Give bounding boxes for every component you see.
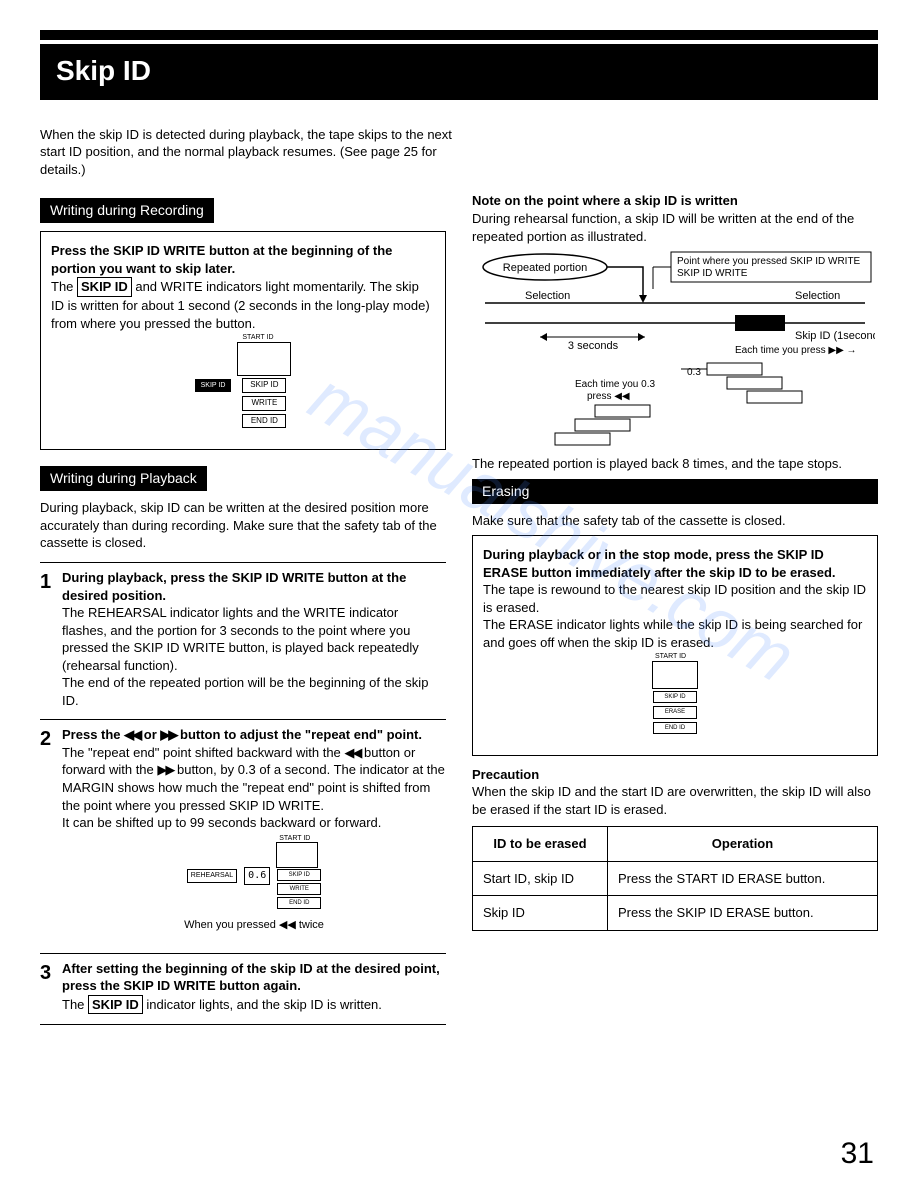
page-number: 31 xyxy=(841,1134,874,1175)
table-h1: ID to be erased xyxy=(473,827,608,862)
step-2: 2 Press the ◀◀ or ▶▶ button to adjust th… xyxy=(40,719,446,942)
step-1-head: During playback, press the SKIP ID WRITE… xyxy=(62,569,446,604)
startid-box: START ID xyxy=(237,342,291,376)
top-bar xyxy=(40,30,878,40)
erase-box-head: During playback or in the stop mode, pre… xyxy=(483,546,867,581)
ff-icon-2: ▶▶ xyxy=(157,762,173,777)
write-led-2: WRITE xyxy=(277,883,321,895)
step-2-body: The "repeat end" point shifted backward … xyxy=(62,744,446,832)
skipid-frame: SKIP ID xyxy=(77,277,132,297)
recording-box-head: Press the SKIP ID WRITE button at the be… xyxy=(51,242,435,277)
section-writing-playback: Writing during Playback xyxy=(40,466,207,491)
playback-intro: During playback, skip ID can be written … xyxy=(40,499,446,552)
step-1-body: The REHEARSAL indicator lights and the W… xyxy=(62,604,446,709)
startid-box-2: START ID xyxy=(276,842,318,868)
intro-text: When the skip ID is detected during play… xyxy=(40,126,460,179)
right-column: Note on the point where a skip ID is wri… xyxy=(472,192,878,1031)
svg-text:3 seconds: 3 seconds xyxy=(568,340,619,352)
step-3-head: After setting the beginning of the skip … xyxy=(62,960,446,995)
svg-text:Repeated portion: Repeated portion xyxy=(503,262,587,274)
rew-icon-2: ◀◀ xyxy=(344,745,360,760)
svg-text:SKIP ID WRITE: SKIP ID WRITE xyxy=(677,268,748,279)
table-r1c2: Press the START ID ERASE button. xyxy=(608,861,878,896)
svg-text:Each time you press ▶▶ →: Each time you press ▶▶ → xyxy=(735,345,857,356)
skipid-frame-2: SKIP ID xyxy=(88,995,143,1015)
table-r2c1: Skip ID xyxy=(473,896,608,931)
bottom-rule xyxy=(40,1024,446,1025)
erase-box: During playback or in the stop mode, pre… xyxy=(472,535,878,756)
table-r2c2: Press the SKIP ID ERASE button. xyxy=(608,896,878,931)
step-2-num: 2 xyxy=(40,726,62,942)
note-caption: The repeated portion is played back 8 ti… xyxy=(472,455,878,473)
note-body: During rehearsal function, a skip ID wil… xyxy=(472,210,878,245)
svg-text:press ◀◀: press ◀◀ xyxy=(587,391,630,402)
skipid-led-2: SKIP ID xyxy=(277,869,321,881)
timing-diagram: Repeated portion Point where you pressed… xyxy=(475,249,875,449)
erase-led: ERASE xyxy=(653,706,697,718)
note-head: Note on the point where a skip ID is wri… xyxy=(472,192,878,210)
skipid-led-3: SKIP ID xyxy=(653,691,697,703)
svg-text:Skip ID (1second): Skip ID (1second) xyxy=(795,330,875,342)
erase-diagram: START ID SKIP ID ERASE END ID xyxy=(483,661,867,734)
precaution-head: Precaution xyxy=(472,766,878,784)
step-3-body: The SKIP ID indicator lights, and the sk… xyxy=(62,995,446,1015)
erase-intro: Make sure that the safety tab of the cas… xyxy=(472,512,878,530)
endid-led-2: END ID xyxy=(277,897,321,909)
ff-icon: ▶▶ xyxy=(160,727,176,742)
left-column: Writing during Recording Press the SKIP … xyxy=(40,192,446,1031)
skipid-black-box: SKIP ID xyxy=(195,379,232,392)
table-h2: Operation xyxy=(608,827,878,862)
page-title: Skip ID xyxy=(40,44,878,100)
step-2-diagram: REHEARSAL 0.6 START ID SKIP ID WRITE END… xyxy=(62,842,446,933)
section-erasing: Erasing xyxy=(472,479,878,504)
recording-diagram: SKIP ID START ID SKIP ID WRITE END ID xyxy=(51,342,435,429)
step-2-caption: When you pressed ◀◀ twice xyxy=(62,918,446,933)
svg-text:Point where you pressed SKIP I: Point where you pressed SKIP ID WRITE xyxy=(677,256,861,267)
margin-display: 0.6 xyxy=(244,867,270,885)
startid-box-3: START ID xyxy=(652,661,698,689)
recording-box: Press the SKIP ID WRITE button at the be… xyxy=(40,231,446,450)
step-1: 1 During playback, press the SKIP ID WRI… xyxy=(40,562,446,709)
precaution-body: When the skip ID and the start ID are ov… xyxy=(472,783,878,818)
step-3: 3 After setting the beginning of the ski… xyxy=(40,953,446,1015)
skipid-led: SKIP ID xyxy=(242,378,286,393)
erase-table: ID to be erased Operation Start ID, skip… xyxy=(472,826,878,931)
svg-text:Each time you 0.3: Each time you 0.3 xyxy=(575,379,655,390)
table-r1c1: Start ID, skip ID xyxy=(473,861,608,896)
rec-body-1: The xyxy=(51,279,77,294)
endid-led: END ID xyxy=(242,414,286,429)
svg-text:Selection: Selection xyxy=(795,290,840,302)
rew-icon: ◀◀ xyxy=(124,727,140,742)
svg-text:Selection: Selection xyxy=(525,290,570,302)
step-3-num: 3 xyxy=(40,960,62,1015)
step-2-head: Press the ◀◀ or ▶▶ button to adjust the … xyxy=(62,726,446,744)
write-led: WRITE xyxy=(242,396,286,411)
rehearsal-led: REHEARSAL xyxy=(187,869,237,882)
erase-box-body: The tape is rewound to the nearest skip … xyxy=(483,581,867,651)
endid-led-3: END ID xyxy=(653,722,697,734)
step-1-num: 1 xyxy=(40,569,62,709)
section-writing-recording: Writing during Recording xyxy=(40,198,214,223)
